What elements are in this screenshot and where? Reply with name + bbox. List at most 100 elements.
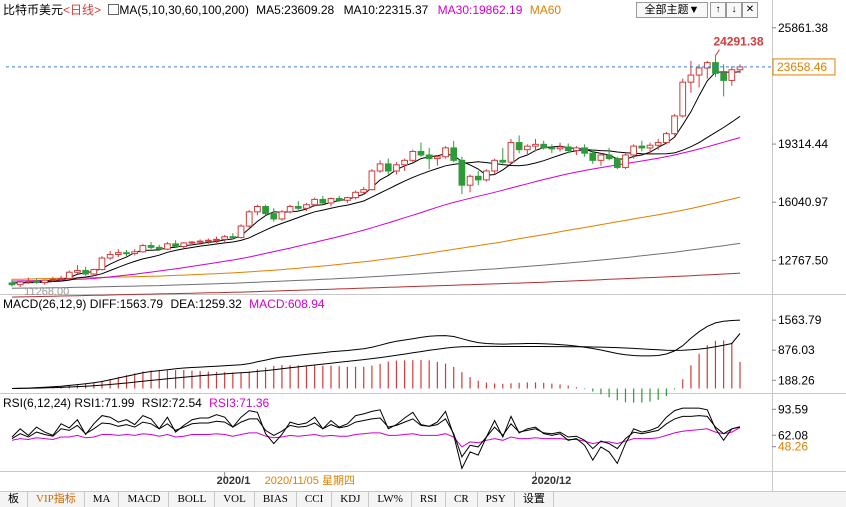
ma200-line — [11, 272, 741, 298]
arrow-down-icon[interactable]: ↓ — [726, 2, 742, 18]
rsi-settings-label[interactable]: RSI(6,12,24) — [3, 396, 72, 410]
tab-7[interactable]: CCI — [297, 492, 333, 507]
candle-down — [638, 145, 646, 149]
ma5-value: MA5:23609.28 — [256, 3, 335, 17]
candle-up — [65, 271, 73, 279]
theme-select-button[interactable]: 全部主题▼ — [636, 2, 708, 18]
candle-up — [139, 245, 147, 253]
candle-up — [114, 252, 122, 255]
tab-5[interactable]: VOL — [215, 492, 255, 507]
candle-up — [523, 145, 531, 151]
candle-down — [294, 206, 302, 209]
candle-down — [605, 154, 613, 160]
ma100-line — [11, 242, 741, 289]
candle-up — [98, 257, 106, 271]
candle-down — [712, 62, 719, 74]
macd-tick-label: 188.26 — [778, 373, 815, 387]
candle-up — [164, 243, 171, 250]
ma60-line — [11, 196, 741, 280]
candle-down — [458, 159, 466, 186]
candle-down — [589, 152, 597, 161]
date-label-dec: 2020/12 — [532, 475, 572, 487]
period-label[interactable]: <日线> — [63, 3, 102, 17]
tab-9[interactable]: LW% — [369, 492, 412, 507]
candle-up — [237, 225, 245, 239]
macd-tick-label: 1563.79 — [778, 313, 822, 327]
rsi-header: RSI(6,12,24) RSI1:71.99 RSI2:72.54 RSI3:… — [3, 394, 269, 412]
candle-up — [106, 253, 114, 259]
dea-line — [11, 333, 741, 389]
candle-up — [41, 279, 49, 284]
candle-down — [384, 163, 392, 172]
candle-up — [532, 143, 539, 147]
candle-down — [564, 146, 572, 152]
current-price-box — [772, 58, 836, 76]
tab-13[interactable]: 设置 — [515, 492, 554, 507]
candle-up — [491, 159, 498, 172]
price-tick-label: 12767.50 — [778, 253, 828, 267]
candle-up — [311, 198, 319, 206]
candle-up — [49, 278, 57, 281]
candle-up — [278, 211, 286, 220]
ma30-value: MA30:19862.19 — [437, 3, 523, 17]
price-tick-label: 16040.97 — [778, 195, 828, 209]
candle-up — [213, 238, 220, 241]
close-icon[interactable]: ✕ — [742, 2, 758, 18]
candle-down — [33, 280, 40, 284]
indicator-tab-bar: 板 VIP指标 MA MACD BOLL VOL BIAS CCI KDJ LW% RSI CR PSY… — [0, 491, 846, 507]
ma-legend-icon[interactable] — [108, 4, 120, 15]
tab-0[interactable]: 板 — [0, 492, 28, 507]
arrow-up-icon[interactable]: ↑ — [710, 2, 726, 18]
candle-up — [327, 198, 335, 204]
cursor-date-label: 2020/11/05 星期四 — [265, 474, 355, 487]
candle-down — [417, 150, 425, 156]
candle-up — [401, 159, 408, 166]
max-price-label: 24291.38 — [713, 35, 763, 49]
candle-up — [286, 206, 294, 213]
candle-up — [131, 251, 139, 255]
candle-up — [507, 142, 515, 163]
candle-up — [630, 145, 638, 156]
candle-up — [344, 197, 351, 201]
rsi3-value: RSI3:71.36 — [209, 396, 270, 410]
macd-settings-label[interactable]: MACD(26,12,9) — [3, 297, 87, 311]
candle-up — [221, 236, 229, 240]
rsi3-line — [11, 427, 741, 448]
tab-3[interactable]: MACD — [119, 492, 170, 507]
candle-up — [245, 211, 253, 227]
candle-up — [360, 189, 368, 193]
candle-down — [581, 147, 588, 154]
ma-settings-label[interactable]: MA(5,10,30,60,100,200) — [119, 3, 249, 17]
candle-down — [147, 245, 155, 248]
tab-6[interactable]: BIAS — [255, 492, 297, 507]
chart-canvas[interactable]: 25861.38 19314.44 16040.97 12767.50 23658.46… — [0, 0, 846, 491]
diff-line — [11, 319, 741, 389]
candle-up — [16, 281, 24, 286]
tab-12[interactable]: PSY — [478, 492, 515, 507]
macd-diff-value: DIFF:1563.79 — [89, 297, 164, 311]
candle-up — [376, 163, 384, 172]
candle-down — [123, 252, 130, 255]
ma10-line — [12, 115, 741, 284]
candle-down — [155, 246, 163, 250]
candle-down — [450, 147, 458, 161]
tab-10[interactable]: RSI — [412, 492, 446, 507]
candle-down — [262, 206, 269, 215]
tab-1[interactable]: VIP指标 — [28, 492, 85, 507]
candle-down — [515, 142, 523, 151]
tab-2[interactable]: MA — [85, 492, 120, 507]
candle-down — [425, 154, 433, 160]
cursor-date-box — [262, 473, 367, 488]
candle-up — [703, 62, 711, 69]
ma10-value: MA10:22315.37 — [343, 3, 429, 17]
candle-up — [442, 147, 449, 158]
candle-down — [720, 72, 728, 81]
candle-up — [466, 175, 474, 186]
candle-down — [499, 159, 507, 163]
candle-up — [180, 242, 188, 247]
tab-8[interactable]: KDJ — [332, 492, 370, 507]
candle-up — [57, 277, 65, 280]
candle-up — [368, 170, 376, 191]
tab-4[interactable]: BOLL — [169, 492, 216, 507]
tab-11[interactable]: CR — [446, 492, 478, 507]
